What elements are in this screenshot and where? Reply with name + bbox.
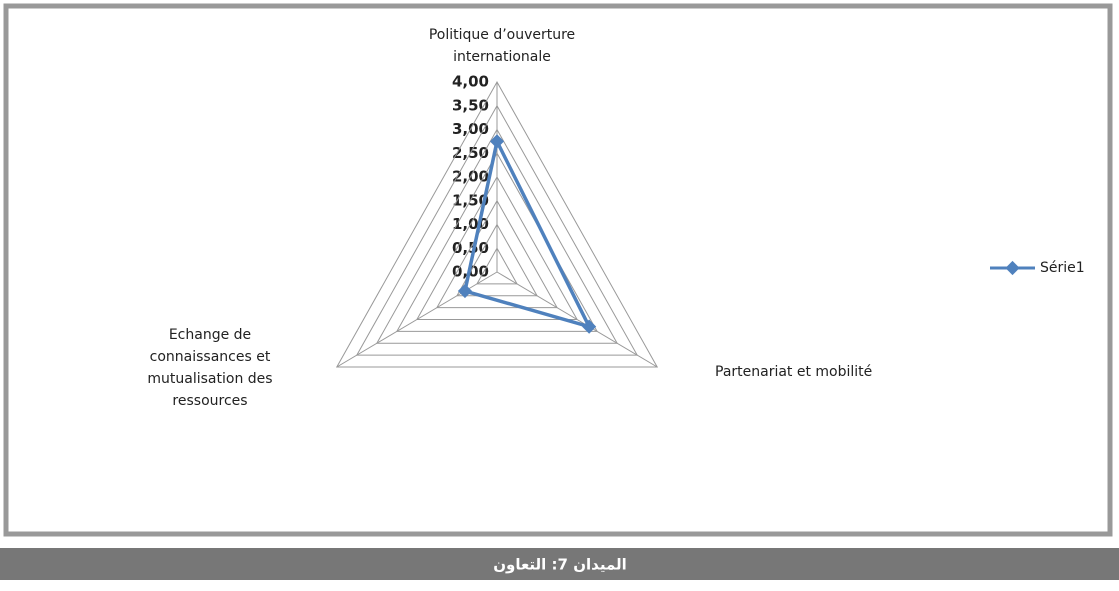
category-label-line: internationale <box>453 49 551 65</box>
grid-ring <box>456 223 538 297</box>
series-line <box>462 136 593 330</box>
marker <box>582 319 597 334</box>
grid-ring <box>355 104 639 356</box>
legend-label: Série1 <box>1040 260 1085 276</box>
y-tick-label: 4,00 <box>452 73 489 91</box>
grid-ring <box>476 247 518 285</box>
grid-ring <box>436 199 558 309</box>
y-tick-label: 3,50 <box>452 96 489 114</box>
grid-ring <box>375 128 619 344</box>
caption: الميدان 7: التعاون <box>493 556 627 574</box>
marker <box>489 134 505 149</box>
chart-frame <box>3 3 1113 537</box>
caption-bar <box>0 548 1119 580</box>
axis-line <box>336 271 498 368</box>
grid-ring <box>335 80 659 368</box>
axis-line <box>496 271 658 368</box>
grid-ring <box>416 175 578 320</box>
category-label: Echange de connaissances et mutualisation … <box>147 327 272 409</box>
category-label-line: connaissances et <box>150 349 271 365</box>
category-label-line: ressources <box>172 393 247 409</box>
category-label: Partenariat et mobilité <box>715 364 872 380</box>
marker <box>457 283 473 299</box>
category-label: Politique d’ouverture internationale <box>429 27 575 65</box>
category-label-line: Partenariat et mobilité <box>715 364 872 380</box>
category-label-line: mutualisation des <box>147 371 272 387</box>
legend-marker <box>1005 260 1020 276</box>
category-label-line: Echange de <box>169 327 251 343</box>
category-label-line: Politique d’ouverture <box>429 27 575 43</box>
